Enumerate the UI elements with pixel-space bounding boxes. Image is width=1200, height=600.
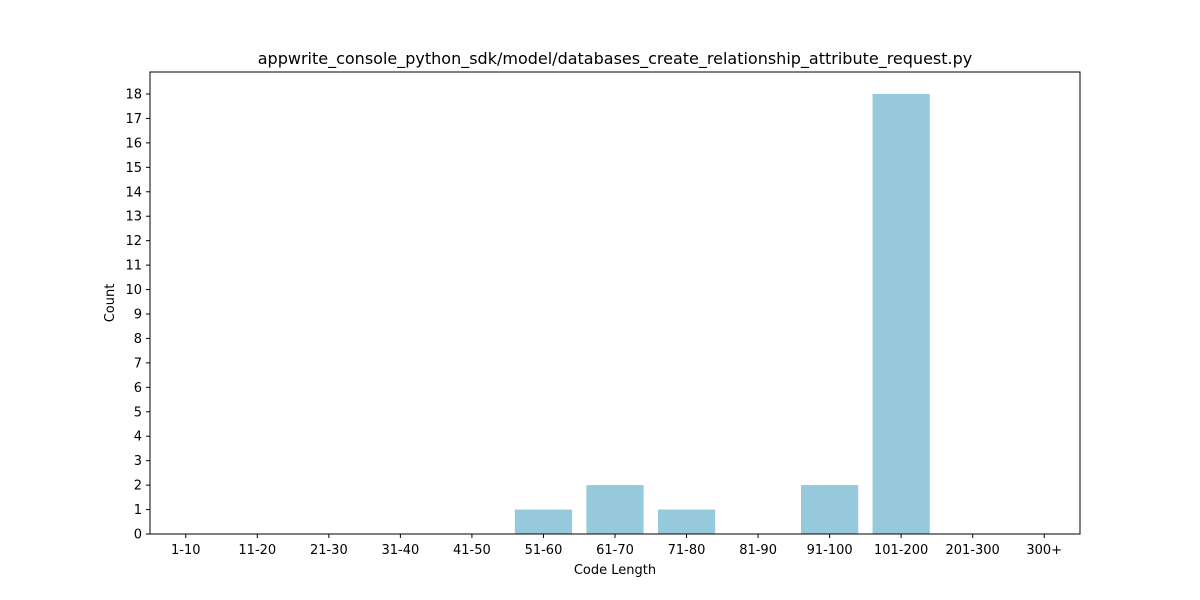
y-tick-label: 4: [134, 430, 142, 445]
x-tick-label: 11-20: [238, 543, 276, 558]
y-tick-label: 8: [134, 332, 142, 347]
y-tick-label: 10: [125, 283, 142, 298]
bar-71-80: [657, 509, 716, 534]
plot-frame: [149, 71, 1081, 535]
y-axis-label: Count: [103, 284, 118, 323]
x-tick-label: 21-30: [310, 543, 348, 558]
x-tick-label: 81-90: [739, 543, 777, 558]
bar-51-60: [514, 509, 573, 534]
y-tick-label: 17: [125, 112, 142, 127]
y-tick-label: 14: [125, 185, 142, 200]
y-tick-label: 0: [134, 528, 142, 543]
y-tick-label: 6: [134, 381, 142, 396]
y-tick-label: 12: [125, 234, 142, 249]
chart-title: appwrite_console_python_sdk/model/databa…: [258, 49, 972, 69]
bars-layer: [514, 94, 930, 534]
y-tick-label: 13: [125, 210, 142, 225]
x-axis: 1-10 11-20 21-30 31-40 41-50 51-60 61-70 71-80 8…: [171, 534, 1062, 558]
bar-61-70: [586, 485, 644, 534]
y-tick-label: 18: [125, 88, 142, 103]
y-tick-label: 15: [125, 161, 142, 176]
y-tick-label: 3: [134, 454, 142, 469]
y-tick-label: 5: [134, 405, 142, 420]
y-tick-label: 1: [134, 503, 142, 518]
x-tick-label: 101-200: [874, 543, 928, 558]
x-tick-label: 300+: [1026, 543, 1062, 558]
bar-91-100: [801, 485, 859, 534]
bar-101-200: [872, 94, 930, 534]
x-tick-label: 61-70: [596, 543, 634, 558]
x-tick-label: 51-60: [525, 543, 563, 558]
y-tick-label: 2: [134, 479, 142, 494]
x-tick-label: 41-50: [453, 543, 491, 558]
y-tick-label: 9: [134, 308, 142, 323]
x-tick-label: 71-80: [668, 543, 706, 558]
x-tick-label: 1-10: [171, 543, 201, 558]
x-tick-label: 31-40: [381, 543, 419, 558]
y-tick-label: 11: [125, 259, 142, 274]
x-tick-label: 91-100: [807, 543, 853, 558]
y-tick-label: 16: [125, 136, 142, 151]
x-axis-label: Code Length: [574, 563, 656, 578]
y-tick-label: 7: [134, 356, 142, 371]
x-tick-label: 201-300: [946, 543, 1000, 558]
